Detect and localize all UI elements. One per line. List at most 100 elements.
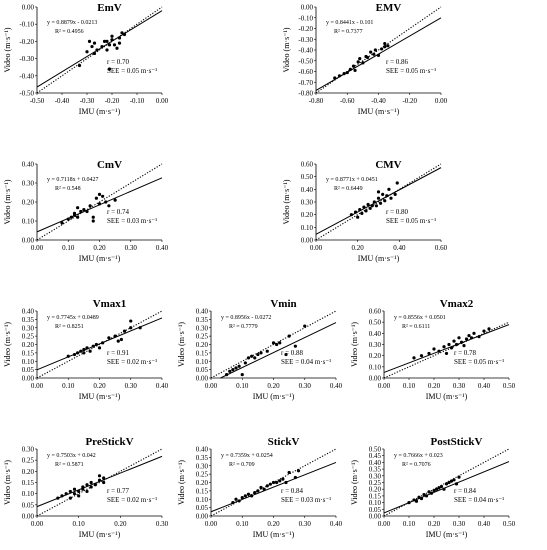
- data-point: [256, 352, 260, 357]
- x-tick-label: 0.30: [125, 244, 138, 252]
- x-axis-label: IMU (m·s⁻¹): [426, 530, 468, 539]
- data-point: [293, 344, 297, 348]
- data-point: [358, 57, 362, 61]
- data-point: [77, 494, 81, 498]
- chart-title: Vmin: [270, 298, 296, 310]
- y-tick-label: 0.30: [369, 472, 382, 480]
- y-tick-label: 0.00: [22, 375, 35, 383]
- data-point: [432, 347, 436, 351]
- y-tick-label: 0.00: [196, 375, 209, 383]
- y-tick-label: 0.40: [196, 446, 209, 454]
- correlation-label: r = 0.86: [386, 58, 409, 66]
- data-point: [87, 39, 92, 44]
- data-point: [91, 344, 95, 348]
- y-tick-label: 0.30: [22, 324, 35, 332]
- y-tick-label: 0.00: [22, 237, 35, 245]
- data-point: [333, 76, 337, 80]
- data-point: [449, 346, 454, 350]
- y-tick-label: 0.00: [22, 4, 35, 12]
- y-tick-label: 0.40: [369, 459, 382, 467]
- data-point: [79, 349, 83, 353]
- x-tick-label: 0.00: [31, 382, 44, 390]
- data-point: [77, 489, 81, 494]
- data-point: [101, 341, 105, 345]
- data-point: [102, 480, 106, 485]
- data-point: [271, 480, 276, 485]
- data-point: [237, 499, 241, 503]
- y-tick-label: 0.40: [196, 308, 209, 316]
- data-point: [253, 490, 257, 495]
- data-point: [477, 335, 481, 339]
- data-point: [278, 479, 282, 483]
- data-point: [66, 354, 70, 358]
- data-point: [268, 482, 272, 486]
- data-point: [271, 341, 276, 345]
- x-tick-label: -0.50: [30, 97, 45, 105]
- data-point: [447, 480, 451, 485]
- regression-equation: y = 0.8956x - 0.0272: [221, 315, 271, 321]
- data-point: [437, 486, 441, 490]
- data-point: [81, 487, 85, 491]
- data-point: [112, 43, 117, 47]
- y-tick-label: 0.25: [369, 479, 382, 487]
- data-point: [454, 342, 459, 347]
- data-point: [246, 356, 251, 360]
- y-tick-label: -0.80: [298, 90, 313, 98]
- x-tick-label: 0.20: [267, 382, 280, 390]
- data-point: [101, 194, 105, 198]
- identity-line: [210, 310, 337, 379]
- y-tick-label: 0.50: [369, 446, 382, 454]
- y-tick-label: 0.35: [196, 316, 209, 324]
- y-tick-label: 0.20: [369, 486, 382, 494]
- y-tick-label: 0.20: [196, 341, 209, 349]
- data-point: [138, 326, 142, 330]
- x-tick-label: -0.60: [340, 97, 355, 105]
- data-point: [439, 484, 444, 489]
- see-label: SEE = 0.05 m·s⁻¹: [386, 67, 436, 75]
- chart-title: StickV: [268, 436, 300, 448]
- data-point: [79, 209, 83, 214]
- data-point: [265, 484, 269, 488]
- data-point: [94, 196, 98, 200]
- correlation-label: r = 0.77: [107, 487, 130, 495]
- chart-panel-cmv: 0.00 0.20 0.40 0.60 0.00 0.10 0.20 0.30 0.40 0.50…: [282, 159, 448, 263]
- data-point: [457, 336, 461, 340]
- x-tick-label: -0.80: [309, 97, 324, 105]
- chart-panel-vmax1: 0.00 0.10 0.20 0.30 0.400.000.050.100.150.20…: [3, 298, 169, 401]
- y-tick-label: 0.60: [301, 161, 314, 169]
- data-point: [362, 205, 366, 209]
- y-tick-label: 0.10: [369, 363, 382, 371]
- data-point: [76, 351, 80, 355]
- data-point: [462, 344, 466, 348]
- x-tick-label: 0.10: [403, 520, 416, 528]
- y-tick-label: -0.10: [19, 21, 34, 29]
- y-axis-label: Video (m·s⁻¹): [177, 322, 186, 367]
- data-point: [72, 492, 77, 496]
- data-point: [412, 356, 416, 360]
- data-point: [284, 480, 288, 485]
- x-tick-label: 0.30: [125, 382, 138, 390]
- data-point: [97, 346, 102, 350]
- data-point: [105, 48, 109, 52]
- y-tick-label: -0.60: [298, 68, 313, 76]
- data-point: [275, 480, 279, 485]
- chart-title: CMV: [375, 159, 401, 171]
- y-tick-label: -0.50: [298, 57, 313, 65]
- data-point: [82, 347, 86, 352]
- data-point: [231, 368, 235, 372]
- data-point: [95, 48, 99, 52]
- x-tick-label: 0.20: [267, 520, 280, 528]
- y-tick-label: -0.20: [298, 25, 313, 33]
- data-point: [345, 70, 349, 75]
- data-point: [482, 329, 486, 333]
- x-axis-label: IMU (m·s⁻¹): [79, 254, 121, 263]
- data-point: [469, 336, 474, 340]
- chart-panel-poststickv: 0.00 0.10 0.20 0.30 0.40 0.500.000.050.100.15…: [350, 436, 516, 539]
- r-squared-label: R² = 0.7779: [229, 324, 258, 330]
- data-point: [385, 194, 389, 198]
- regression-equation: y = 0.7118x + 0.0427: [47, 177, 99, 183]
- data-point: [240, 495, 244, 500]
- regression-equation: y = 0.7503x + 0.042: [47, 453, 96, 459]
- correlation-label: r = 0.74: [107, 208, 130, 216]
